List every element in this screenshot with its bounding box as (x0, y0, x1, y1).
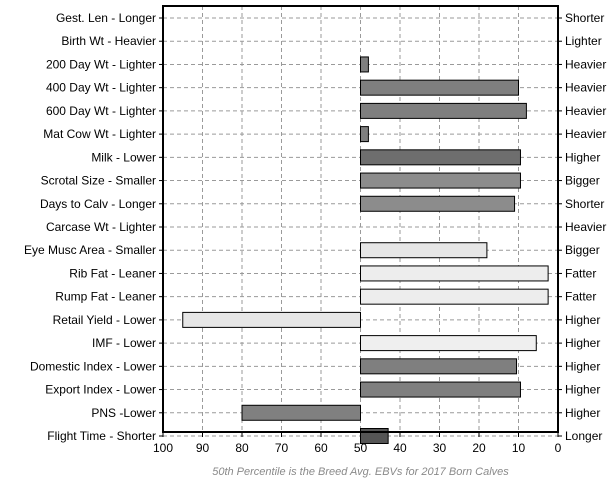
x-tick-label: 50 (354, 441, 368, 455)
y-label-left: Flight Time - Shorter (47, 429, 156, 443)
y-label-right: Bigger (565, 174, 600, 188)
x-tick-label: 80 (235, 441, 249, 455)
x-tick-label: 100 (153, 441, 173, 455)
x-tick-label: 10 (512, 441, 526, 455)
bar (241, 404, 361, 421)
y-label-right: Shorter (565, 197, 604, 211)
y-label-left: Rib Fat - Leaner (69, 266, 156, 280)
chart-footnote: 50th Percentile is the Breed Avg. EBVs f… (212, 466, 509, 478)
x-tick-label: 0 (555, 441, 562, 455)
y-label-left: 200 Day Wt - Lighter (46, 57, 156, 71)
y-label-right: Lighter (565, 34, 602, 48)
bar (360, 358, 518, 375)
y-label-left: IMF - Lower (92, 336, 156, 350)
y-label-right: Higher (565, 406, 600, 420)
y-label-left: Domestic Index - Lower (30, 359, 156, 373)
bar (182, 311, 361, 328)
y-label-left: Birth Wt - Heavier (61, 34, 156, 48)
bar (360, 79, 519, 96)
x-tick-label: 30 (433, 441, 447, 455)
y-label-left: 400 Day Wt - Lighter (46, 81, 156, 95)
y-label-left: Retail Yield - Lower (53, 313, 156, 327)
y-label-right: Heavier (565, 81, 606, 95)
x-tick-label: 20 (472, 441, 486, 455)
y-label-left: PNS -Lower (91, 406, 156, 420)
y-label-left: Export Index - Lower (45, 383, 156, 397)
y-label-right: Higher (565, 150, 600, 164)
y-label-left: Mat Cow Wt - Lighter (43, 127, 156, 141)
bar (360, 172, 521, 189)
y-label-left: Milk - Lower (91, 150, 156, 164)
bar (360, 381, 521, 398)
y-label-right: Longer (565, 429, 602, 443)
bar (360, 102, 527, 119)
bar (360, 288, 549, 305)
bar (360, 335, 537, 352)
y-label-right: Heavier (565, 220, 606, 234)
bar (360, 242, 488, 259)
y-label-right: Heavier (565, 127, 606, 141)
y-label-right: Fatter (565, 266, 596, 280)
y-label-left: Gest. Len - Longer (56, 11, 156, 25)
y-label-right: Higher (565, 313, 600, 327)
y-label-right: Heavier (565, 57, 606, 71)
bar (360, 56, 369, 73)
y-label-right: Higher (565, 359, 600, 373)
x-tick-label: 90 (196, 441, 210, 455)
y-label-right: Bigger (565, 243, 600, 257)
y-label-left: Carcase Wt - Lighter (46, 220, 156, 234)
y-label-left: 600 Day Wt - Lighter (46, 104, 156, 118)
x-tick-label: 60 (314, 441, 328, 455)
y-label-right: Fatter (565, 290, 596, 304)
bar (360, 149, 521, 166)
bar (360, 126, 369, 143)
y-label-right: Shorter (565, 11, 604, 25)
bar (360, 265, 549, 282)
x-tick-label: 70 (275, 441, 289, 455)
y-label-left: Scrotal Size - Smaller (41, 174, 156, 188)
y-label-right: Higher (565, 383, 600, 397)
y-label-right: Heavier (565, 104, 606, 118)
y-label-left: Rump Fat - Leaner (55, 290, 156, 304)
y-label-left: Days to Calv - Longer (40, 197, 156, 211)
y-label-right: Higher (565, 336, 600, 350)
x-tick-label: 40 (393, 441, 407, 455)
y-label-left: Eye Musc Area - Smaller (24, 243, 156, 257)
bar (360, 195, 516, 212)
